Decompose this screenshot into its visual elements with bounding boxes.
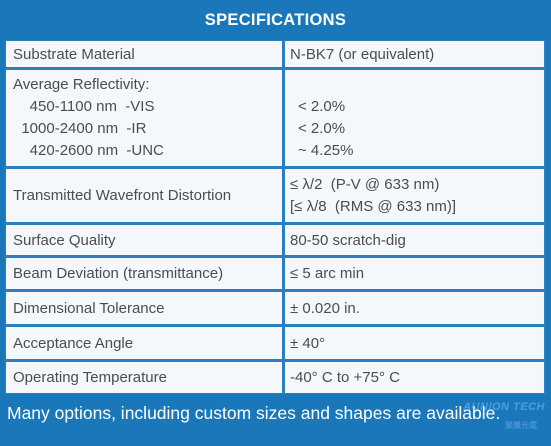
cell-value: 80-50 scratch-dig xyxy=(285,225,544,255)
table-row-wavefront: Transmitted Wavefront Distortion ≤ λ/2 (… xyxy=(5,169,546,222)
label-line: 1000-2400 nm -IR xyxy=(13,120,147,137)
cell-value: ≤ 5 arc min xyxy=(285,258,544,289)
table-row-beam-deviation: Beam Deviation (transmittance) ≤ 5 arc m… xyxy=(5,258,546,289)
table-row-substrate: Substrate Material N-BK7 (or equivalent) xyxy=(5,41,546,67)
value-line: < 2.0% xyxy=(298,120,346,137)
cell-label: Average Reflectivity: 450-1100 nm -VIS 1… xyxy=(6,70,282,166)
spec-table: Substrate Material N-BK7 (or equivalent)… xyxy=(5,40,546,394)
value-line: [≤ λ/8 (RMS @ 633 nm)] xyxy=(290,197,456,215)
page-title: SPECIFICATIONS xyxy=(204,10,347,29)
cell-value: ≤ λ/2 (P-V @ 633 nm) [≤ λ/8 (RMS @ 633 n… xyxy=(285,169,544,222)
cell-label: Substrate Material xyxy=(6,41,282,67)
label-line: Average Reflectivity: xyxy=(13,76,150,93)
watermark-logo: AUNION TECH xyxy=(463,401,545,413)
footer-note: Many options, including custom sizes and… xyxy=(7,402,501,423)
cell-label: Beam Deviation (transmittance) xyxy=(6,258,282,289)
table-row-surface: Surface Quality 80-50 scratch-dig xyxy=(5,225,546,255)
label-line: 450-1100 nm -VIS xyxy=(13,98,155,115)
cell-label: Operating Temperature xyxy=(6,362,282,393)
cell-value: ± 40° xyxy=(285,327,544,359)
cell-label: Acceptance Angle xyxy=(6,327,282,359)
table-row-dimensional: Dimensional Tolerance ± 0.020 in. xyxy=(5,292,546,324)
label-line: 420-2600 nm -UNC xyxy=(13,142,164,159)
cell-value: N-BK7 (or equivalent) xyxy=(285,41,544,67)
cell-value: -40° C to +75° C xyxy=(285,362,544,393)
table-row-reflectivity: Average Reflectivity: 450-1100 nm -VIS 1… xyxy=(5,70,546,166)
cell-label: Transmitted Wavefront Distortion xyxy=(6,169,282,222)
value-line: ≤ λ/2 (P-V @ 633 nm) xyxy=(290,175,440,193)
watermark-subtext: 聚騰光電 xyxy=(505,421,537,430)
value-line: ~ 4.25% xyxy=(298,142,354,159)
cell-label: Dimensional Tolerance xyxy=(6,292,282,324)
cell-value: < 2.0% < 2.0% ~ 4.25% xyxy=(285,70,544,166)
value-line: < 2.0% xyxy=(298,98,346,115)
cell-label: Surface Quality xyxy=(6,225,282,255)
table-row-acceptance: Acceptance Angle ± 40° xyxy=(5,327,546,359)
table-row-temperature: Operating Temperature -40° C to +75° C xyxy=(5,362,546,393)
cell-value: ± 0.020 in. xyxy=(285,292,544,324)
